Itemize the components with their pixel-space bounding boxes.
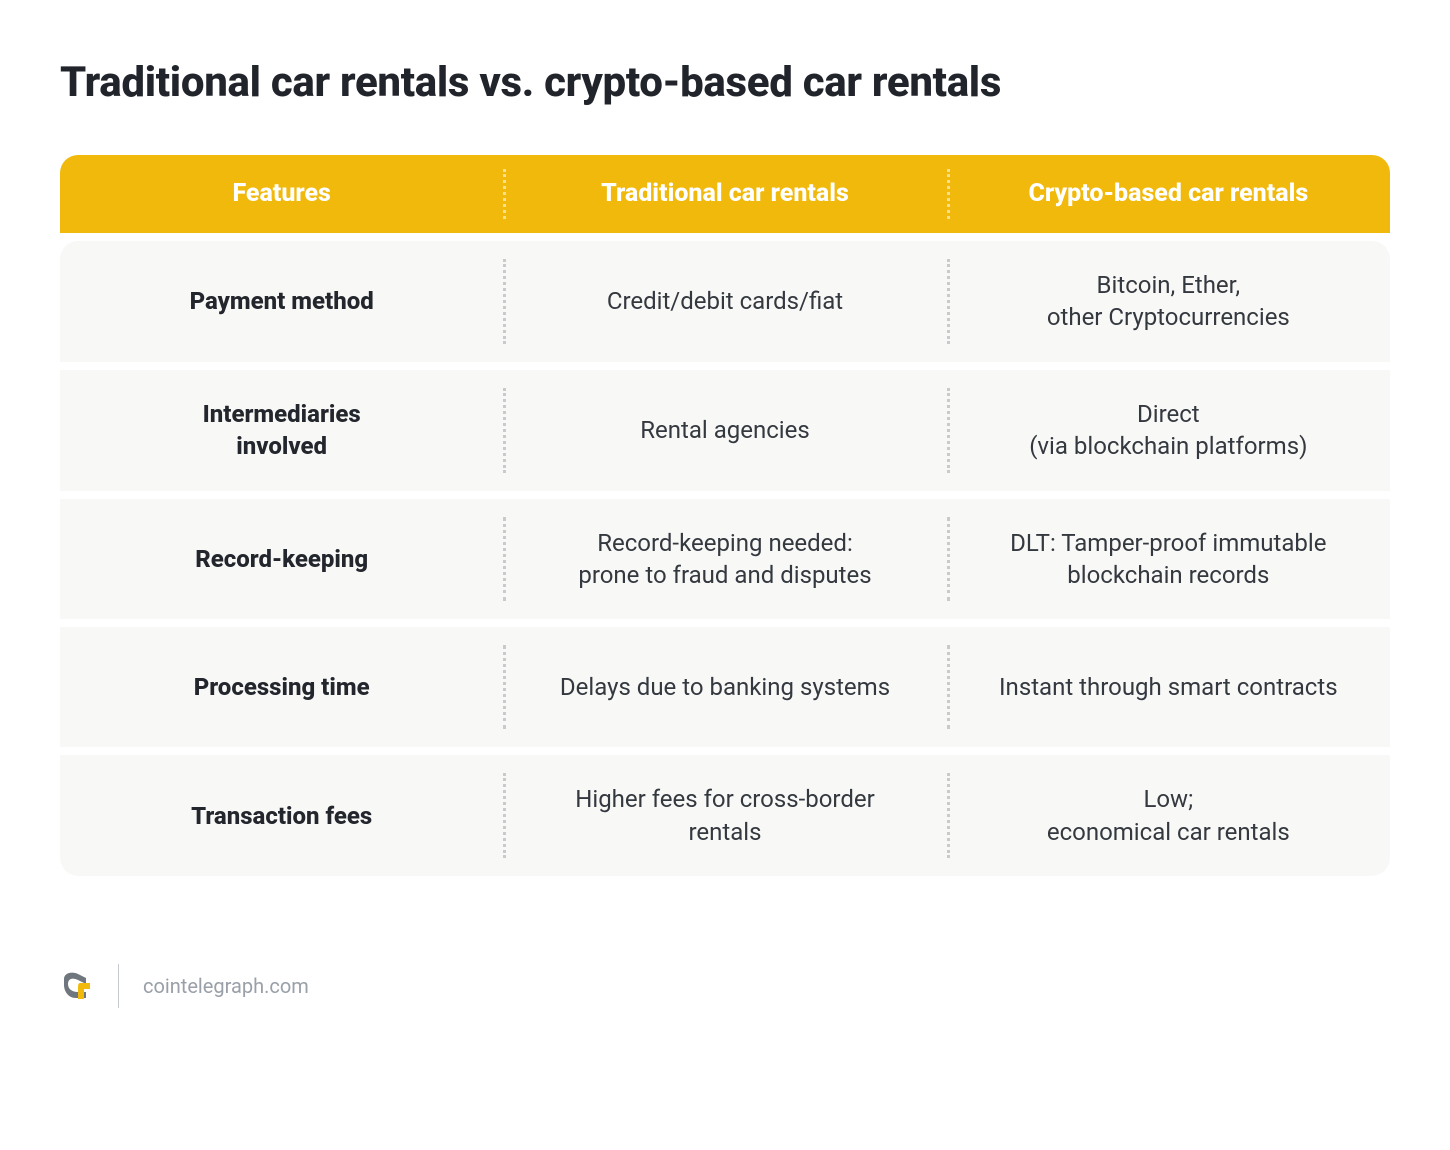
feature-label: Payment method xyxy=(60,241,503,362)
col-header-features: Features xyxy=(60,155,503,233)
traditional-cell: Record-keeping needed: prone to fraud an… xyxy=(503,499,946,620)
crypto-cell: DLT: Tamper-proof immutable blockchain r… xyxy=(947,499,1390,620)
col-header-traditional: Traditional car rentals xyxy=(503,155,946,233)
traditional-cell: Delays due to banking systems xyxy=(503,627,946,747)
table-row: Transaction fees Higher fees for cross-b… xyxy=(60,755,1390,876)
cointelegraph-logo-icon xyxy=(60,969,94,1003)
page-title: Traditional car rentals vs. crypto-based… xyxy=(60,58,1390,107)
footer-site-label: cointelegraph.com xyxy=(143,974,309,998)
crypto-cell: Direct (via blockchain platforms) xyxy=(947,370,1390,491)
col-header-crypto: Crypto-based car rentals xyxy=(947,155,1390,233)
table-header-row: Features Traditional car rentals Crypto-… xyxy=(60,155,1390,233)
footer-divider xyxy=(118,964,119,1008)
table-row: Intermediaries involved Rental agencies … xyxy=(60,370,1390,491)
traditional-cell: Credit/debit cards/fiat xyxy=(503,241,946,362)
feature-label: Transaction fees xyxy=(60,755,503,876)
crypto-cell: Bitcoin, Ether, other Cryptocurrencies xyxy=(947,241,1390,362)
feature-label: Processing time xyxy=(60,627,503,747)
table-row: Processing time Delays due to banking sy… xyxy=(60,627,1390,747)
feature-label: Record-keeping xyxy=(60,499,503,620)
comparison-table: Features Traditional car rentals Crypto-… xyxy=(60,155,1390,876)
crypto-cell: Low; economical car rentals xyxy=(947,755,1390,876)
traditional-cell: Rental agencies xyxy=(503,370,946,491)
table-row: Record-keeping Record-keeping needed: pr… xyxy=(60,499,1390,620)
crypto-cell: Instant through smart contracts xyxy=(947,627,1390,747)
traditional-cell: Higher fees for cross-border rentals xyxy=(503,755,946,876)
footer: cointelegraph.com xyxy=(60,964,1390,1008)
table-body: Payment method Credit/debit cards/fiat B… xyxy=(60,241,1390,876)
table-row: Payment method Credit/debit cards/fiat B… xyxy=(60,241,1390,362)
feature-label: Intermediaries involved xyxy=(60,370,503,491)
